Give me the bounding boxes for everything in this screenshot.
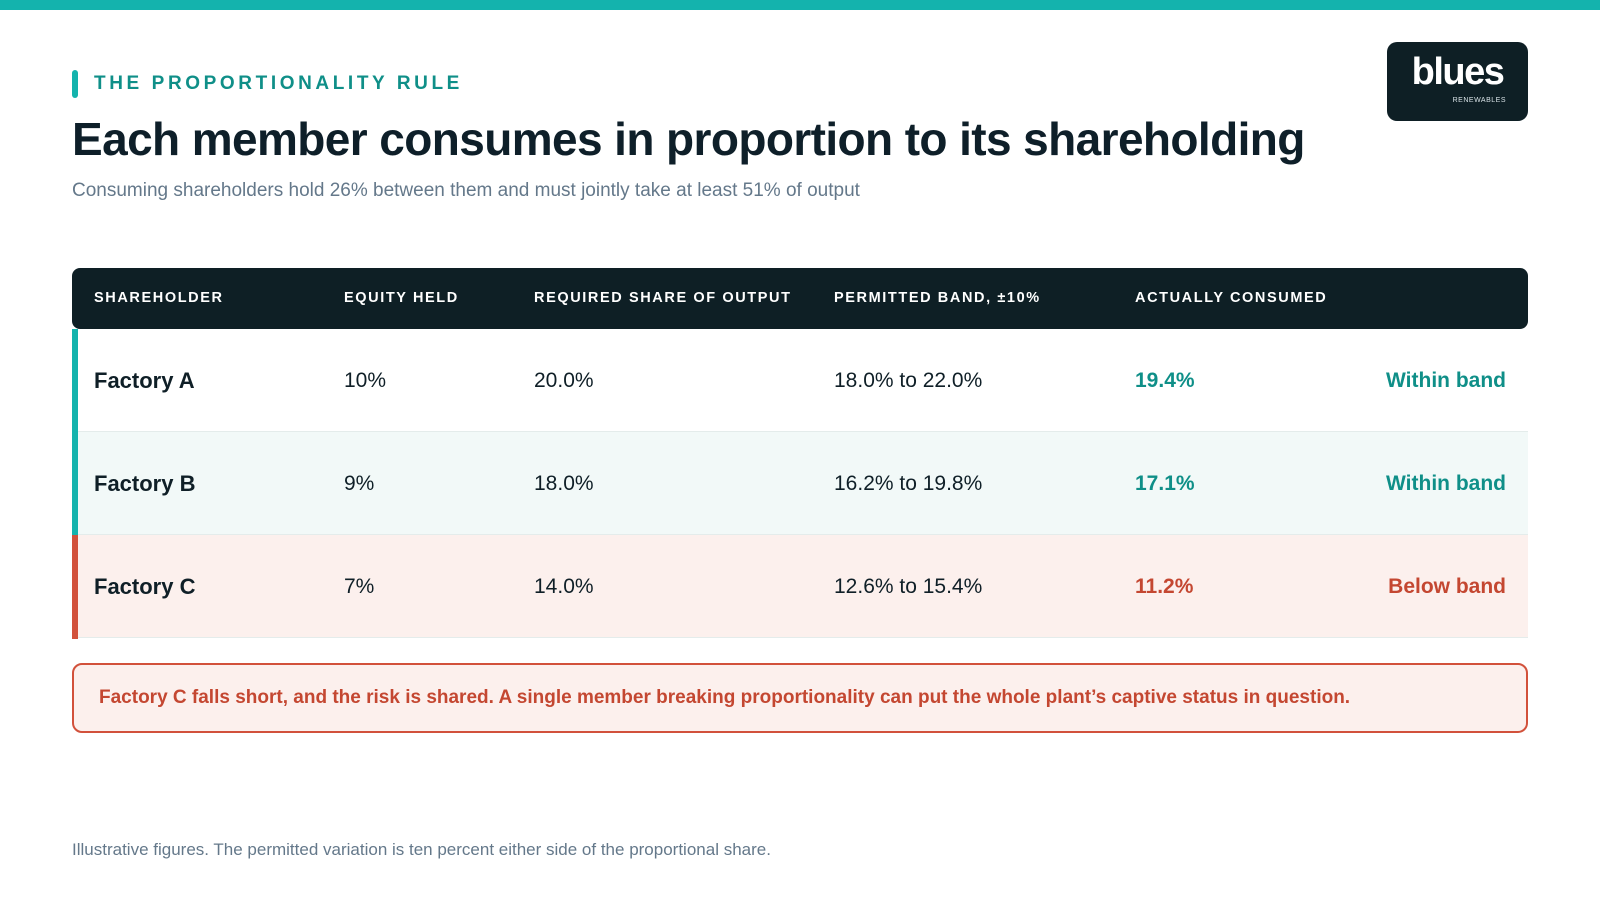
header-actually-consumed: ACTUALLY CONSUMED (1135, 290, 1328, 306)
section-eyebrow: THE PROPORTIONALITY RULE (72, 70, 463, 98)
shareholder-name: Factory C (94, 574, 196, 599)
table-row-factory-b: Factory B 9% 18.0% 16.2% to 19.8% 17.1% … (72, 432, 1528, 536)
eyebrow-label: THE PROPORTIONALITY RULE (94, 73, 463, 94)
shareholder-name: Factory A (94, 368, 195, 393)
consumed-value: 19.4% (1135, 369, 1195, 392)
header-shareholder: SHAREHOLDER (94, 290, 224, 306)
risk-callout: Factory C falls short, and the risk is s… (72, 663, 1528, 733)
permitted-band-value: 18.0% to 22.0% (834, 369, 983, 392)
proportionality-table: SHAREHOLDER EQUITY HELD REQUIRED SHARE O… (72, 268, 1528, 639)
equity-value: 9% (344, 472, 375, 495)
permitted-band-value: 12.6% to 15.4% (834, 575, 983, 598)
page-title: Each member consumes in proportion to it… (72, 113, 1305, 165)
status-label: Within band (1386, 472, 1506, 495)
table-row-factory-a: Factory A 10% 20.0% 18.0% to 22.0% 19.4%… (72, 329, 1528, 433)
header-permitted-band: PERMITTED BAND, ±10% (834, 290, 1041, 306)
eyebrow-marker (72, 70, 78, 98)
header-equity-held: EQUITY HELD (344, 290, 459, 306)
blues-renewables-logo: blues RENEWABLES (1387, 42, 1528, 121)
footnote: Illustrative figures. The permitted vari… (72, 840, 771, 859)
page-subtitle: Consuming shareholders hold 26% between … (72, 180, 860, 201)
shareholder-name: Factory B (94, 471, 196, 496)
top-accent-bar (0, 0, 1600, 10)
equity-value: 7% (344, 575, 375, 598)
table-row-factory-c: Factory C 7% 14.0% 12.6% to 15.4% 11.2% … (72, 535, 1528, 639)
logo-wordmark: blues (1411, 51, 1505, 93)
table-header: SHAREHOLDER EQUITY HELD REQUIRED SHARE O… (72, 268, 1528, 329)
consumed-value: 11.2% (1135, 575, 1194, 598)
consumed-value: 17.1% (1135, 472, 1195, 495)
logo-subtitle: RENEWABLES (1452, 97, 1506, 104)
equity-value: 10% (344, 369, 387, 392)
status-label: Below band (1388, 575, 1506, 598)
permitted-band-value: 16.2% to 19.8% (834, 472, 983, 495)
header-required-share: REQUIRED SHARE OF OUTPUT (534, 290, 792, 306)
required-share-value: 20.0% (534, 369, 594, 392)
required-share-value: 14.0% (534, 575, 594, 598)
status-label: Within band (1386, 369, 1506, 392)
required-share-value: 18.0% (534, 472, 594, 495)
